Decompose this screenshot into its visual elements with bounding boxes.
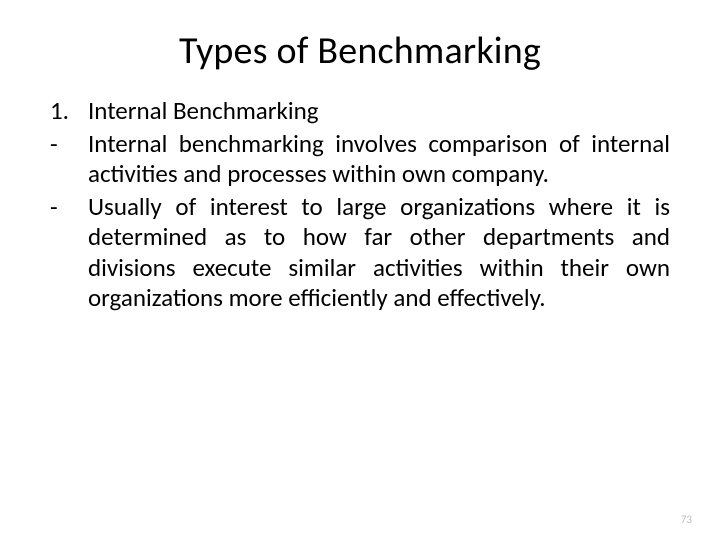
- list-marker: -: [50, 129, 88, 190]
- slide-title: Types of Benchmarking: [50, 28, 670, 74]
- list-text: Internal benchmarking involves compariso…: [88, 129, 670, 190]
- list-marker: 1.: [50, 96, 88, 127]
- slide-content: 1. Internal Benchmarking - Internal benc…: [50, 96, 670, 314]
- slide: Types of Benchmarking 1. Internal Benchm…: [0, 0, 720, 540]
- list-item: - Usually of interest to large organizat…: [50, 192, 670, 314]
- list-text: Internal Benchmarking: [88, 96, 670, 127]
- list-text: Usually of interest to large organizatio…: [88, 192, 670, 314]
- page-number: 73: [681, 513, 692, 526]
- list-item: 1. Internal Benchmarking: [50, 96, 670, 127]
- list-marker: -: [50, 192, 88, 314]
- list-item: - Internal benchmarking involves compari…: [50, 129, 670, 190]
